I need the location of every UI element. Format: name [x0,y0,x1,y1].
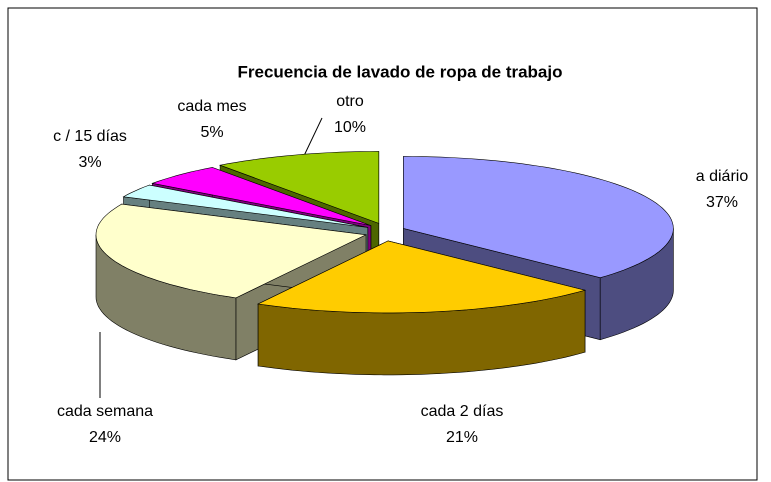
slice-value-label: 3% [78,154,101,171]
slice-label: cada 2 días [421,403,504,420]
slice-value-label: 37% [706,194,738,211]
slice-top [95,203,368,299]
slice-label: otro [336,93,364,110]
slice-label: cada mes [177,98,246,115]
slice-label: c / 15 días [53,128,127,145]
slice-value-label: 24% [89,429,121,446]
slice-value-label: 5% [200,124,223,141]
slice-label: a diário [696,168,749,185]
slice-top [403,156,674,279]
slice-value-label: 21% [446,429,478,446]
leader-line [301,117,323,161]
slice-top [257,240,587,314]
pie [95,151,674,376]
slice-top [122,184,368,228]
chart-title: Frecuencia de lavado de ropa de trabajo [238,62,563,81]
slice-value-label: 10% [334,119,366,136]
slice-top [151,167,372,226]
slice-label: cada semana [57,403,153,420]
slice-top [218,151,380,224]
